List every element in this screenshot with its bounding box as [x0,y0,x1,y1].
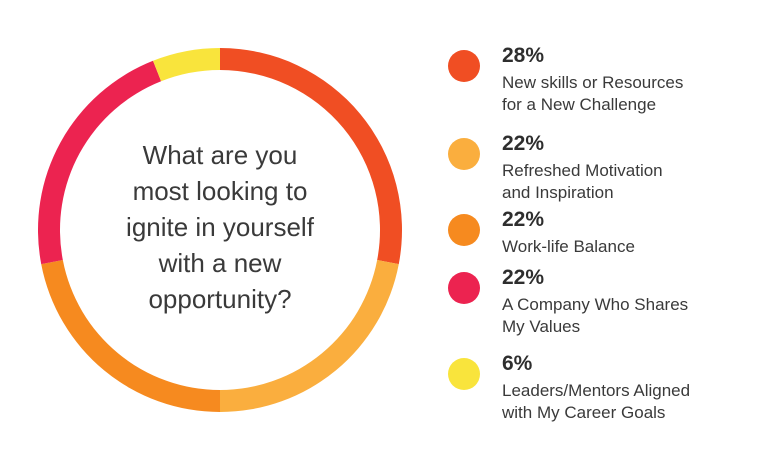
legend-percent-1: 28% [502,44,545,67]
legend-label-5: Leaders/Mentors Aligned with My Career Go… [502,380,758,424]
legend-label-4-line-1: A Company Who Shares [502,295,689,314]
center-question-line-3: ignite in yourself [126,212,314,242]
legend-swatch-4 [448,272,480,304]
donut-chart [37,48,403,412]
donut-slice-2 [220,259,399,412]
legend-percent-5: 6% [502,352,533,375]
legend-label-2: Refreshed Motivation and Inspiration [502,160,758,204]
center-question-line-5: opportunity? [148,284,292,314]
legend-swatch-2 [448,138,480,170]
legend-label-1: New skills or Resources for a New Challen… [502,72,758,116]
center-question: What are you most looking to ignite in y… [110,137,330,317]
legend-label-5-line-1: Leaders/Mentors Aligned [502,381,691,400]
legend-label-3-line-1: Work-life Balance [502,237,635,256]
donut-slice-5 [153,48,220,82]
legend-percent-2: 22% [502,132,545,155]
legend-swatch-3 [448,214,480,246]
legend-label-3: Work-life Balance [502,236,758,258]
legend-label-4-line-2: My Values [502,317,581,336]
center-question-line-2: most looking to [132,176,308,206]
legend-label-1-line-2: for a New Challenge [502,95,657,114]
legend-swatch-5 [448,358,480,390]
legend-label-1-line-1: New skills or Resources [502,73,684,92]
legend-label-2-line-2: and Inspiration [502,183,614,202]
legend-label-5-line-2: with My Career Goals [502,403,666,422]
donut-slice-3 [41,259,220,412]
legend-swatch-1 [448,50,480,82]
legend-percent-3: 22% [502,208,545,231]
legend-label-4: A Company Who Shares My Values [502,294,758,338]
center-question-line-4: with a new [158,248,282,278]
center-question-line-1: What are you [142,140,298,170]
donut-slice-1 [220,48,403,265]
donut-slice-4 [37,60,162,265]
legend-label-2-line-1: Refreshed Motivation [502,161,663,180]
legend-percent-4: 22% [502,266,545,289]
